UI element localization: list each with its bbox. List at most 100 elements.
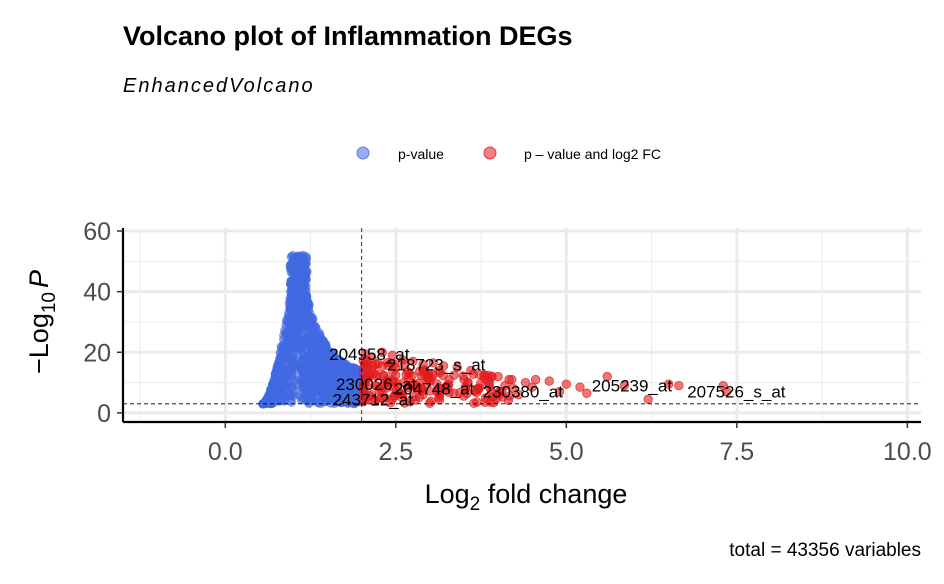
red-point (488, 397, 499, 408)
blue-point (287, 371, 297, 381)
legend-key-pvalue (356, 146, 370, 160)
point-label: 207526_s_at (687, 383, 786, 402)
blue-point (295, 382, 305, 392)
red-point (419, 366, 429, 376)
red-point (403, 382, 414, 393)
red-point (504, 374, 514, 385)
red-point (366, 389, 377, 400)
red-point (399, 398, 410, 408)
svg-text:−Log10P: −Log10 P (24, 270, 60, 374)
red-point (554, 387, 565, 397)
ticks: 0.0 2.5 5.0 7.5 10.0 0 20 40 60 (83, 218, 932, 466)
x-axis-title-prefix: Log (425, 479, 470, 509)
blue-point (292, 360, 302, 370)
y-tick-label: 20 (83, 339, 111, 367)
red-point (472, 397, 482, 407)
red-point (408, 392, 418, 402)
red-point (459, 391, 469, 401)
grid (123, 228, 921, 422)
y-axis-title-sub: 10 (39, 292, 60, 313)
point-label: 204958_at (329, 345, 410, 364)
blue-point (295, 271, 305, 281)
red-point (674, 380, 684, 391)
point-label: 205239_at (592, 377, 673, 396)
blue-point (328, 393, 338, 403)
y-axis-title-prefix: −Log (24, 313, 54, 374)
point-label: 230380_at (483, 383, 564, 402)
blue-point (287, 397, 297, 407)
blue-point (295, 261, 305, 271)
y-tick-label: 60 (83, 218, 111, 246)
red-point (434, 395, 445, 405)
red-point (602, 371, 612, 382)
blue-point (307, 353, 317, 363)
legend-label-pvalue-fc: p – value and log2 FC (524, 146, 661, 162)
blue-point (329, 373, 339, 383)
red-point (561, 379, 571, 389)
blue-point (318, 366, 328, 376)
red-point (643, 394, 653, 404)
red-point (433, 366, 444, 376)
point-label: 218723_s_at (387, 355, 486, 374)
legend-label-pvalue: p-value (398, 146, 444, 162)
blue-point (308, 322, 318, 332)
blue-point (293, 334, 303, 344)
x-axis-title-suffix: fold change (480, 479, 627, 509)
red-point (463, 377, 473, 387)
red-point (520, 377, 531, 388)
blue-point (300, 299, 310, 309)
svg-text:Log2 fold change: Log2 fold change (425, 479, 628, 515)
axes (121, 228, 921, 424)
x-tick-label: 7.5 (719, 438, 754, 466)
red-point (389, 391, 399, 401)
red-point (619, 380, 629, 391)
blue-point (301, 308, 311, 318)
chart-subtitle: EnhancedVolcano (123, 75, 315, 97)
red-point (428, 358, 438, 368)
x-axis-title: Log2 fold change (425, 479, 628, 515)
blue-point (298, 350, 308, 360)
red-point (476, 378, 486, 388)
blue-point (305, 338, 315, 348)
x-tick-label: 0.0 (208, 438, 243, 466)
point-label: 204748_at (394, 380, 475, 399)
blue-point (319, 397, 329, 407)
y-tick-label: 0 (97, 400, 111, 428)
red-point (575, 382, 585, 392)
red-point (663, 379, 674, 389)
blue-point (286, 338, 296, 348)
red-point (495, 386, 505, 396)
blue-series (258, 250, 367, 409)
y-tick-label: 40 (83, 279, 111, 307)
blue-point (288, 386, 298, 396)
blue-point (286, 329, 296, 339)
red-point (443, 381, 453, 391)
red-series (358, 347, 732, 408)
red-point (449, 370, 459, 380)
caption: total = 43356 variables (729, 540, 921, 561)
point-label: 243712_at (333, 390, 414, 409)
red-point (530, 374, 541, 385)
red-point (408, 356, 418, 367)
red-point (582, 388, 592, 398)
red-point (458, 371, 468, 381)
blue-point (318, 335, 328, 345)
red-point (387, 382, 398, 392)
red-point (484, 382, 495, 392)
blue-point (299, 365, 309, 375)
red-point (390, 359, 400, 369)
red-point (417, 386, 427, 396)
red-point (527, 382, 537, 392)
red-point (377, 347, 387, 357)
y-axis-title: −Log10 P (24, 270, 60, 374)
red-point (468, 369, 478, 379)
red-point (362, 363, 372, 373)
blue-point (285, 263, 295, 273)
point-label: 230026_at (336, 375, 417, 394)
chart-title: Volcano plot of Inflammation DEGs (123, 21, 573, 51)
blue-point (310, 366, 320, 376)
blue-point (314, 345, 324, 355)
blue-point (323, 360, 333, 370)
point-labels: 204958_at218723_s_at230026_at243712_at20… (329, 345, 786, 409)
